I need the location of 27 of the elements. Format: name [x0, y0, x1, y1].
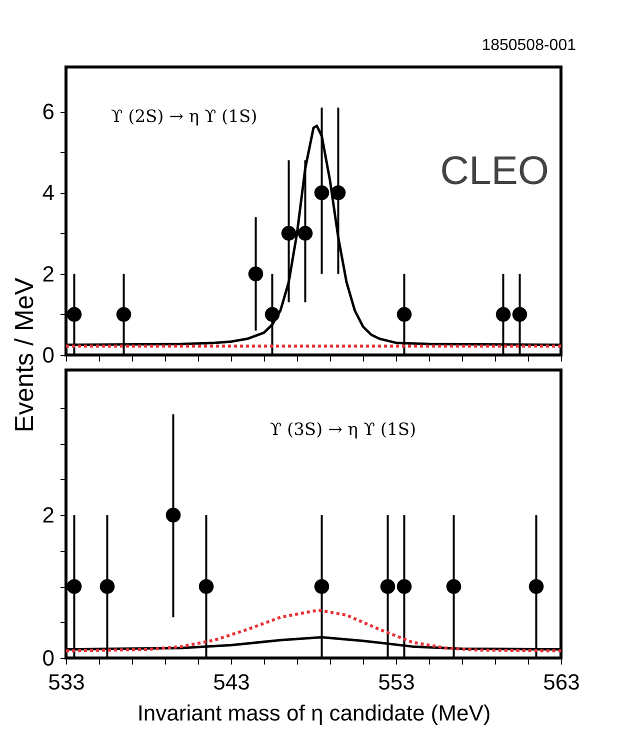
- point: [314, 185, 330, 200]
- annotation: ϒ (2S) → η ϒ (1S): [111, 107, 258, 127]
- point: [116, 307, 132, 322]
- point: [248, 266, 264, 282]
- y-tick-label: 2: [42, 261, 54, 286]
- y-axis-title: Events / MeV: [9, 277, 39, 432]
- x-tick-label: 563: [543, 670, 580, 694]
- x-tick-label: 553: [378, 670, 415, 694]
- x-tick-label: 533: [48, 670, 85, 694]
- y-tick-label: 0: [42, 646, 54, 670]
- point: [281, 226, 296, 241]
- point: [512, 307, 528, 322]
- y-tick-label: 0: [42, 342, 54, 368]
- x-axis-title: Invariant mass of η candidate (MeV): [137, 700, 491, 726]
- point: [66, 307, 82, 322]
- y-tick-label: 6: [42, 99, 54, 124]
- point: [298, 226, 313, 241]
- line-series: [66, 608, 561, 652]
- annotation: CLEO: [440, 149, 549, 193]
- point: [396, 307, 412, 322]
- annotation: ϒ (3S) → η ϒ (1S): [270, 420, 416, 440]
- x-tick-label: 543: [213, 670, 250, 694]
- y-tick-label: 4: [42, 180, 54, 206]
- point: [330, 185, 346, 200]
- point: [496, 307, 511, 322]
- text: 1850508-001: [482, 37, 576, 54]
- y-tick-label: 2: [42, 502, 54, 528]
